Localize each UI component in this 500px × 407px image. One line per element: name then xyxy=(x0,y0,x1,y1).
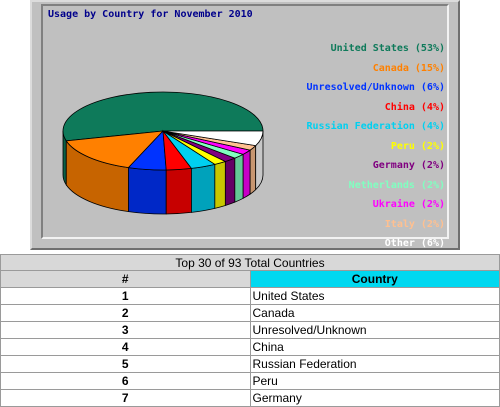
country-cell: Germany xyxy=(249,389,500,407)
country-cell: United States xyxy=(249,287,500,305)
chart-title: Usage by Country for November 2010 xyxy=(48,9,253,20)
table-caption: Top 30 of 93 Total Countries xyxy=(0,254,500,271)
legend-item-other: Other (6%) xyxy=(384,238,445,249)
legend-item-germany: Germany (2%) xyxy=(372,160,445,171)
rank-cell: 4 xyxy=(0,338,251,356)
pie-slice-other xyxy=(162,130,264,147)
country-cell: Peru xyxy=(249,372,500,390)
table-row: 7 Germany xyxy=(0,389,500,407)
table-row: 4 China xyxy=(0,338,500,356)
legend-item-unresolved-unknown: Unresolved/Unknown (6%) xyxy=(306,82,445,93)
header-rank: # xyxy=(0,270,251,288)
pie-side-peru xyxy=(214,160,226,209)
rank-cell: 5 xyxy=(0,355,251,373)
pie-slice-united-states xyxy=(62,91,264,142)
header-country: Country xyxy=(249,270,500,288)
legend-item-netherlands: Netherlands (2%) xyxy=(348,179,445,191)
country-cell: Unresolved/Unknown xyxy=(249,321,500,339)
countries-table-wrapper: Top 30 of 93 Total Countries # Country 1… xyxy=(0,254,500,407)
legend-item-peru: Peru (2%) xyxy=(390,140,445,152)
country-cell: Russian Federation xyxy=(249,355,500,373)
pie-side-ukraine xyxy=(242,149,251,199)
legend-item-united-states: United States (53%) xyxy=(330,43,445,54)
table-row: 1 United States xyxy=(0,287,500,305)
pie-side-netherlands xyxy=(234,153,244,203)
table-row: 2 Canada xyxy=(0,304,500,322)
rank-cell: 7 xyxy=(0,389,251,407)
chart-panel: Usage by Country for November 2010 Unite… xyxy=(30,0,460,250)
pie-chart xyxy=(62,91,264,215)
legend-item-russian-federation: Russian Federation (4%) xyxy=(306,121,445,132)
pie-side-italy xyxy=(249,144,257,195)
rank-cell: 3 xyxy=(0,321,251,339)
table-body: 1 United States 2 Canada 3 Unresolved/Unkno… xyxy=(0,287,500,407)
legend-item-china: China (4%) xyxy=(384,101,445,113)
countries-table: Top 30 of 93 Total Countries # Country 1… xyxy=(0,254,500,407)
table-row: 6 Peru xyxy=(0,372,500,390)
pie-side-unresolved-unknown xyxy=(128,167,167,215)
chart-area: Usage by Country for November 2010 Unite… xyxy=(41,4,449,249)
pie-side-germany xyxy=(224,157,236,207)
rank-cell: 6 xyxy=(0,372,251,390)
country-cell: China xyxy=(249,338,500,356)
country-cell: Canada xyxy=(249,304,500,322)
rank-cell: 1 xyxy=(0,287,251,305)
table-row: 5 Russian Federation xyxy=(0,355,500,373)
pie-slice-canada xyxy=(65,130,165,169)
legend-item-ukraine: Ukraine (2%) xyxy=(372,199,445,210)
pie-side-china xyxy=(165,167,192,215)
legend-item-italy: Italy (2%) xyxy=(384,218,445,230)
pie-side-russian-federation xyxy=(191,163,216,213)
table-row: 3 Unresolved/Unknown xyxy=(0,321,500,339)
legend-item-canada: Canada (15%) xyxy=(372,62,445,74)
rank-cell: 2 xyxy=(0,304,251,322)
